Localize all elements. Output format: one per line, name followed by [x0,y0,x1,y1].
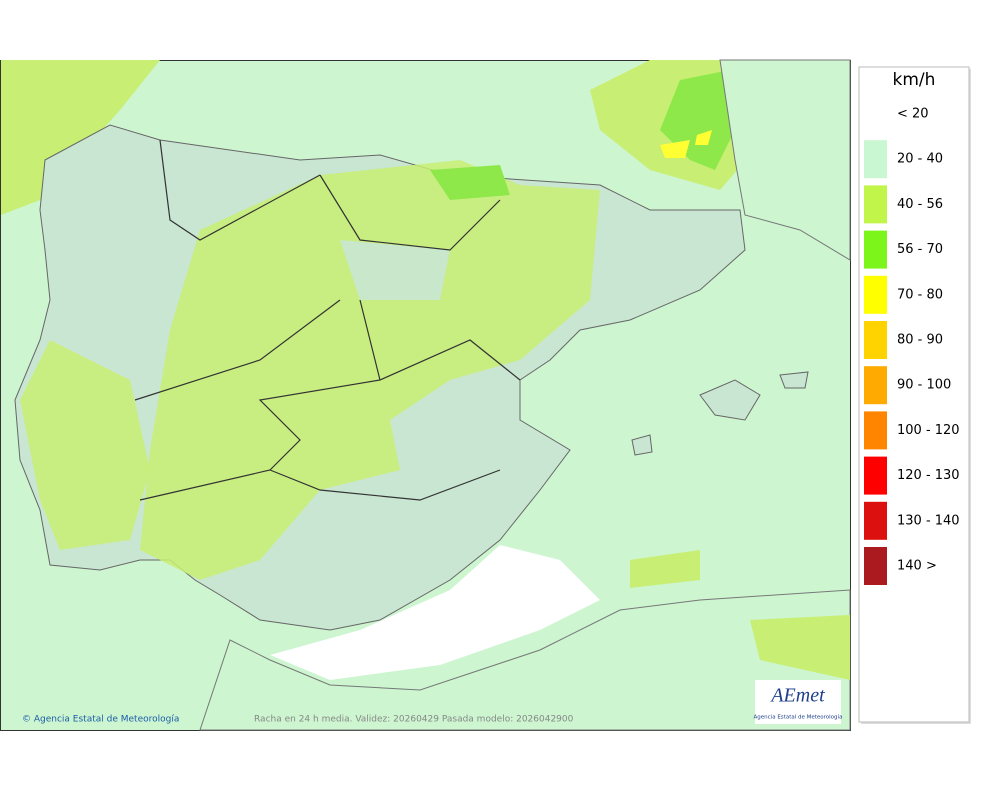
legend-label: 70 - 80 [897,287,943,302]
logo: AEmet Agencia Estatal de Meteorología [754,680,843,724]
legend-swatch [864,456,887,495]
legend-label: 140 > [897,559,937,574]
wind-area [20,340,150,550]
legend-swatch [864,501,887,540]
logo-subtitle: Agencia Estatal de Meteorología [754,714,843,721]
legend-swatch [864,95,887,133]
calm-area [270,545,600,680]
legend-label: 130 - 140 [897,513,960,528]
legend-label: < 20 [897,107,929,122]
legend-label: 100 - 120 [897,423,960,438]
caption: Racha en 24 h media. Validez: 20260429 P… [254,715,574,725]
legend-label: 90 - 100 [897,378,951,393]
legend-unit: km/h [893,70,936,90]
credit: © Agencia Estatal de Meteorología [22,715,179,725]
map [0,59,851,731]
wind-area [660,130,712,158]
legend-swatch [864,321,887,359]
region-borders [134,139,521,501]
wind-area [140,160,600,580]
legend-swatch [864,230,887,269]
legend-swatch [864,547,887,585]
islands [631,371,809,456]
legend-label: 56 - 70 [897,242,943,257]
legend-label: 20 - 40 [897,152,943,167]
legend-swatch [864,140,887,179]
wind-area [630,550,850,680]
legend-swatch [864,411,887,450]
wind-area [430,165,510,200]
legend-label: 80 - 90 [897,333,943,348]
legend: km/h < 20 20 - 40 40 - 56 56 - 70 70 - 80 80 … [858,66,971,724]
logo-box [755,680,841,724]
logo-text: AEmet [769,685,825,707]
legend-swatch [864,366,887,405]
legend-swatch [864,275,887,314]
wind-area [1,60,160,215]
legend-swatch [864,185,887,224]
legend-label: 40 - 56 [897,197,943,212]
calm-area [340,240,520,480]
france [719,59,851,261]
legend-label: 120 - 130 [897,468,960,483]
